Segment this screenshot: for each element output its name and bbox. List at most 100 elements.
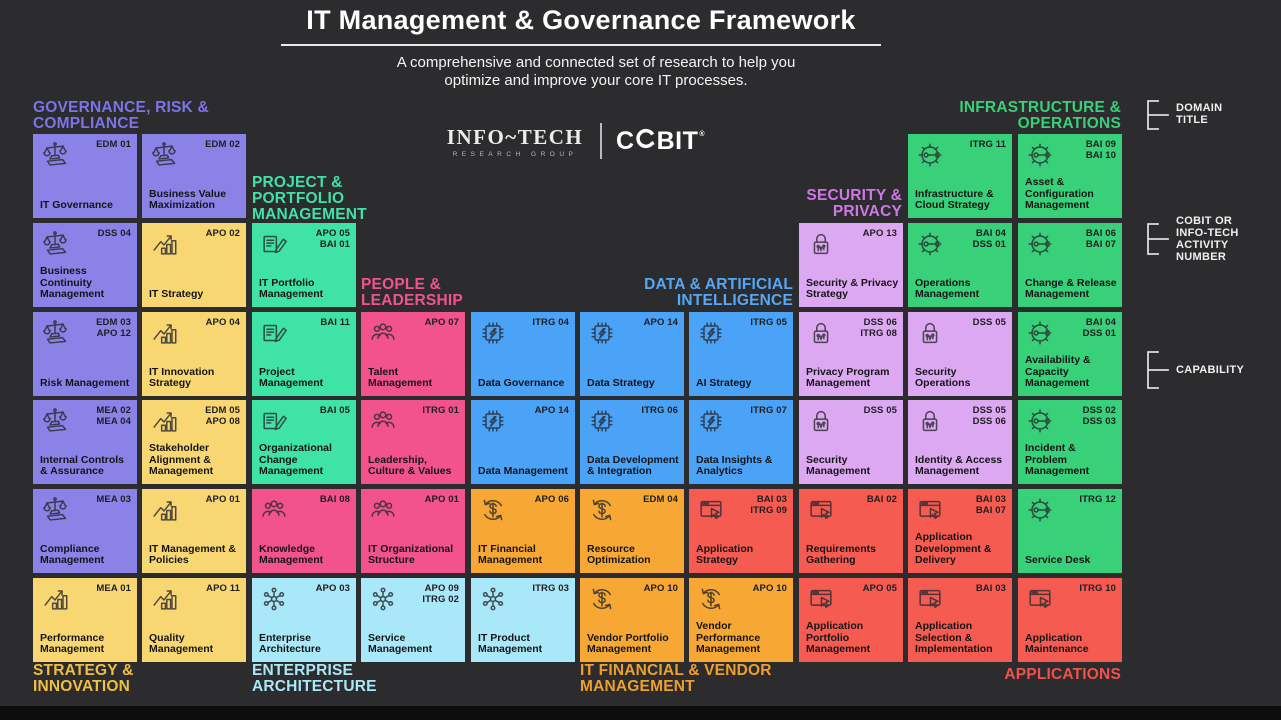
network-icon <box>259 584 289 614</box>
tile-service-management[interactable]: APO 09 ITRG 02 Service Management <box>361 578 465 662</box>
domain-title-security: SECURITY & PRIVACY <box>806 187 902 221</box>
tile-enterprise-architecture[interactable]: APO 03 Enterprise Architecture <box>252 578 356 662</box>
app-cursor-icon <box>1025 584 1055 614</box>
tile-performance-management[interactable]: MEA 01 Performance Management <box>33 578 137 662</box>
tile-incident-problem-management[interactable]: DSS 02 DSS 03 Incident & Problem Manageme… <box>1018 400 1122 484</box>
cobit-logo: C BIT ® <box>616 127 705 156</box>
tile-infrastructure-cloud-strategy[interactable]: ITRG 11 Infrastructure & Cloud Strategy <box>908 134 1012 218</box>
activity-number: APO 02 <box>205 228 240 239</box>
tile-application-strategy[interactable]: BAI 03 ITRG 09 Application Strategy <box>689 489 793 573</box>
activity-number: APO 11 <box>206 583 240 594</box>
gear-wrench-icon <box>1025 495 1055 525</box>
network-icon <box>478 584 508 614</box>
activity-number: BAI 11 <box>320 317 350 328</box>
capability-label: Data Development & Integration <box>587 453 679 478</box>
capability-label: Change & Release Management <box>1025 276 1117 301</box>
tile-application-selection-implementation[interactable]: BAI 03 Application Selection & Implementa… <box>908 578 1012 662</box>
tile-risk-management[interactable]: EDM 03 APO 12 Risk Management <box>33 312 137 396</box>
tile-it-portfolio-management[interactable]: APO 05 BAI 01 IT Portfolio Management <box>252 223 356 307</box>
tile-data-development-integration[interactable]: ITRG 06 Data Development & Integration <box>580 400 684 484</box>
activity-number: APO 01 <box>424 494 459 505</box>
padlock-icon <box>915 318 945 348</box>
capability-label: Business Value Maximization <box>149 187 227 212</box>
tile-operations-management[interactable]: BAI 04 DSS 01 Operations Management <box>908 223 1012 307</box>
app-cursor-icon <box>696 495 726 525</box>
capability-label: IT Management & Policies <box>149 542 236 567</box>
chip-bolt-icon <box>478 406 508 436</box>
tile-resource-optimization[interactable]: EDM 04 Resource Optimization <box>580 489 684 573</box>
tile-application-maintenance[interactable]: ITRG 10 Application Maintenance <box>1018 578 1122 662</box>
domain-title-strategy: STRATEGY & INNOVATION <box>33 662 134 696</box>
activity-number: ITRG 12 <box>1079 494 1116 505</box>
capability-label: Asset & Configuration Management <box>1025 175 1094 212</box>
gear-wrench-icon <box>1025 318 1055 348</box>
activity-number: APO 01 <box>205 494 240 505</box>
infotech-logo: INFO~TECH RESEARCH GROUP <box>440 125 590 158</box>
tile-data-management[interactable]: APO 14 Data Management <box>471 400 575 484</box>
capability-label: Vendor Portfolio Management <box>587 631 669 656</box>
tile-requirements-gathering[interactable]: BAI 02 Requirements Gathering <box>799 489 903 573</box>
tile-change-release-management[interactable]: BAI 06 BAI 07 Change & Release Management <box>1018 223 1122 307</box>
tile-project-management[interactable]: BAI 11 Project Management <box>252 312 356 396</box>
capability-label: IT Organizational Structure <box>368 542 454 567</box>
app-cursor-icon <box>915 584 945 614</box>
legend-label-domain: DOMAIN TITLE <box>1176 102 1223 127</box>
tile-vendor-performance-management[interactable]: APO 10 Vendor Performance Management <box>689 578 793 662</box>
capability-label: Data Management <box>478 465 568 478</box>
tile-data-governance[interactable]: ITRG 04 Data Governance <box>471 312 575 396</box>
tile-internal-controls-assurance[interactable]: MEA 02 MEA 04 Internal Controls & Assuran… <box>33 400 137 484</box>
tile-security-privacy-strategy[interactable]: APO 13 Security & Privacy Strategy <box>799 223 903 307</box>
tile-ai-strategy[interactable]: ITRG 05 AI Strategy <box>689 312 793 396</box>
tile-application-portfolio-management[interactable]: APO 05 Application Portfolio Management <box>799 578 903 662</box>
capability-label: Risk Management <box>40 377 130 390</box>
tile-organizational-change-management[interactable]: BAI 05 Organizational Change Management <box>252 400 356 484</box>
activity-number: APO 06 <box>534 494 569 505</box>
scales-icon <box>149 140 179 170</box>
chip-bolt-icon <box>478 318 508 348</box>
tile-availability-capacity-management[interactable]: BAI 04 DSS 01 Availability & Capacity Man… <box>1018 312 1122 396</box>
tile-it-strategy[interactable]: APO 02 IT Strategy <box>142 223 246 307</box>
tile-application-development-delivery[interactable]: BAI 03 BAI 07 Application Development & D… <box>908 489 1012 573</box>
tile-business-value-maximization[interactable]: EDM 02 Business Value Maximization <box>142 134 246 218</box>
tile-talent-management[interactable]: APO 07 Talent Management <box>361 312 465 396</box>
tile-vendor-portfolio-management[interactable]: APO 10 Vendor Portfolio Management <box>580 578 684 662</box>
capability-label: IT Innovation Strategy <box>149 365 215 390</box>
tile-data-insights-analytics[interactable]: ITRG 07 Data Insights & Analytics <box>689 400 793 484</box>
tile-compliance-management[interactable]: MEA 03 Compliance Management <box>33 489 137 573</box>
capability-label: Leadership, Culture & Values <box>368 453 452 478</box>
tile-business-continuity-management[interactable]: DSS 04 Business Continuity Management <box>33 223 137 307</box>
tile-leadership-culture-values[interactable]: ITRG 01 Leadership, Culture & Values <box>361 400 465 484</box>
tile-identity-access-management[interactable]: DSS 05 DSS 06 Identity & Access Managemen… <box>908 400 1012 484</box>
tile-security-operations[interactable]: DSS 05 Security Operations <box>908 312 1012 396</box>
activity-number: EDM 01 <box>96 139 131 150</box>
logo-divider <box>600 123 602 159</box>
growth-chart-icon <box>149 406 179 436</box>
logo-row: INFO~TECH RESEARCH GROUP C BIT ® <box>440 118 730 164</box>
tile-it-organizational-structure[interactable]: APO 01 IT Organizational Structure <box>361 489 465 573</box>
activity-number: BAI 03 BAI 07 <box>975 494 1006 517</box>
capability-label: Data Insights & Analytics <box>696 453 773 478</box>
tile-it-innovation-strategy[interactable]: APO 04 IT Innovation Strategy <box>142 312 246 396</box>
tile-it-management-policies[interactable]: APO 01 IT Management & Policies <box>142 489 246 573</box>
activity-number: EDM 04 <box>643 494 678 505</box>
tile-asset-configuration-management[interactable]: BAI 09 BAI 10 Asset & Configuration Manag… <box>1018 134 1122 218</box>
notebook-pencil-icon <box>259 229 289 259</box>
activity-number: ITRG 10 <box>1079 583 1116 594</box>
tile-it-product-management[interactable]: ITRG 03 IT Product Management <box>471 578 575 662</box>
tile-service-desk[interactable]: ITRG 12 Service Desk <box>1018 489 1122 573</box>
tile-it-financial-management[interactable]: APO 06 IT Financial Management <box>471 489 575 573</box>
capability-label: Service Desk <box>1025 554 1091 567</box>
legend-label-capability: CAPABILITY <box>1176 364 1245 376</box>
tile-privacy-program-management[interactable]: DSS 06 ITRG 08 Privacy Program Management <box>799 312 903 396</box>
domain-title-ppm: PROJECT & PORTFOLIO MANAGEMENT <box>252 174 367 224</box>
tile-security-management[interactable]: DSS 05 Security Management <box>799 400 903 484</box>
tile-it-governance[interactable]: EDM 01 IT Governance <box>33 134 137 218</box>
activity-number: BAI 02 <box>866 494 897 505</box>
tile-data-strategy[interactable]: APO 14 Data Strategy <box>580 312 684 396</box>
tile-stakeholder-alignment-management[interactable]: EDM 05 APO 08 Stakeholder Alignment & Man… <box>142 400 246 484</box>
activity-number: APO 03 <box>315 583 350 594</box>
capability-label: Stakeholder Alignment & Management <box>149 441 214 478</box>
tile-knowledge-management[interactable]: BAI 08 Knowledge Management <box>252 489 356 573</box>
tile-quality-management[interactable]: APO 11 Quality Management <box>142 578 246 662</box>
activity-number: ITRG 05 <box>750 317 787 328</box>
